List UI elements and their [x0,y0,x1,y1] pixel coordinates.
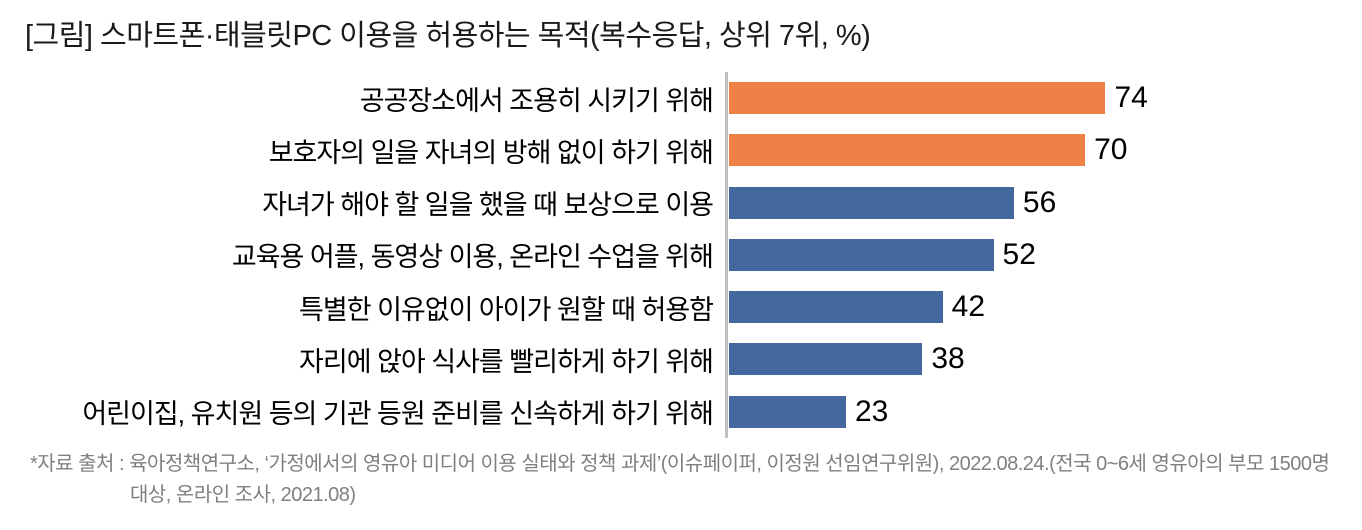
category-label: 공공장소에서 조용히 시키기 위해 [359,85,714,116]
bar-row: 교육용 어플, 동영상 이용, 온라인 수업을 위해 52 [0,229,1362,281]
bar [729,82,1106,115]
value-label: 74 [1114,81,1148,115]
category-label: 자리에 앉아 식사를 빨리하게 하기 위해 [299,346,714,377]
category-label: 어린이집, 유치원 등의 기관 등원 준비를 신속하게 하기 위해 [82,399,714,430]
bar-zone: 38 [729,342,965,376]
chart-title: [그림] 스마트폰·태블릿PC 이용을 허용하는 목적(복수응답, 상위 7위,… [25,20,871,52]
source-note-line1: *자료 출처 : 육아정책연구소, ‘가정에서의 영유아 미디어 이용 실태와 … [30,453,1330,475]
bar-chart: 공공장소에서 조용히 시키기 위해 74 보호자의 일을 자녀의 방해 없이 하기 … [0,72,1362,438]
bar-row: 보호자의 일을 자녀의 방해 없이 하기 위해 70 [0,124,1362,176]
value-label: 38 [931,342,965,376]
bar [729,238,994,271]
bar-row: 자리에 앉아 식사를 빨리하게 하기 위해 38 [0,333,1362,385]
bar-row: 특별한 이유없이 아이가 원할 때 허용함 42 [0,281,1362,333]
bar-zone: 42 [729,290,985,324]
bar-zone: 52 [729,238,1036,272]
bar-zone: 74 [729,81,1148,115]
category-label: 교육용 어플, 동영상 이용, 온라인 수업을 위해 [231,242,714,273]
source-note-line2: 대상, 온라인 조사, 2021.08) [130,484,356,506]
bar-rows: 공공장소에서 조용히 시키기 위해 74 보호자의 일을 자녀의 방해 없이 하기 … [0,72,1362,438]
bar [729,186,1014,219]
bar-row: 공공장소에서 조용히 시키기 위해 74 [0,72,1362,124]
value-label: 23 [855,394,889,428]
y-axis-line [725,72,728,438]
bar [729,343,923,376]
category-label: 특별한 이유없이 아이가 원할 때 허용함 [299,294,714,325]
bar-row: 자녀가 해야 할 일을 했을 때 보상으로 이용 56 [0,177,1362,229]
bar-zone: 23 [729,395,888,429]
bar [729,395,846,428]
bar-zone: 56 [729,186,1056,220]
bar [729,291,943,324]
bar-row: 어린이집, 유치원 등의 기관 등원 준비를 신속하게 하기 위해 23 [0,386,1362,438]
value-label: 42 [951,290,986,324]
value-label: 52 [1002,237,1036,271]
bar-zone: 70 [729,133,1128,167]
category-label: 자녀가 해야 할 일을 했을 때 보상으로 이용 [262,190,714,221]
category-label: 보호자의 일을 자녀의 방해 없이 하기 위해 [268,137,714,168]
source-note: *자료 출처 : 육아정책연구소, ‘가정에서의 영유아 미디어 이용 실태와 … [30,449,1350,511]
value-label: 56 [1022,185,1057,219]
bar [729,134,1086,167]
value-label: 70 [1094,133,1128,167]
